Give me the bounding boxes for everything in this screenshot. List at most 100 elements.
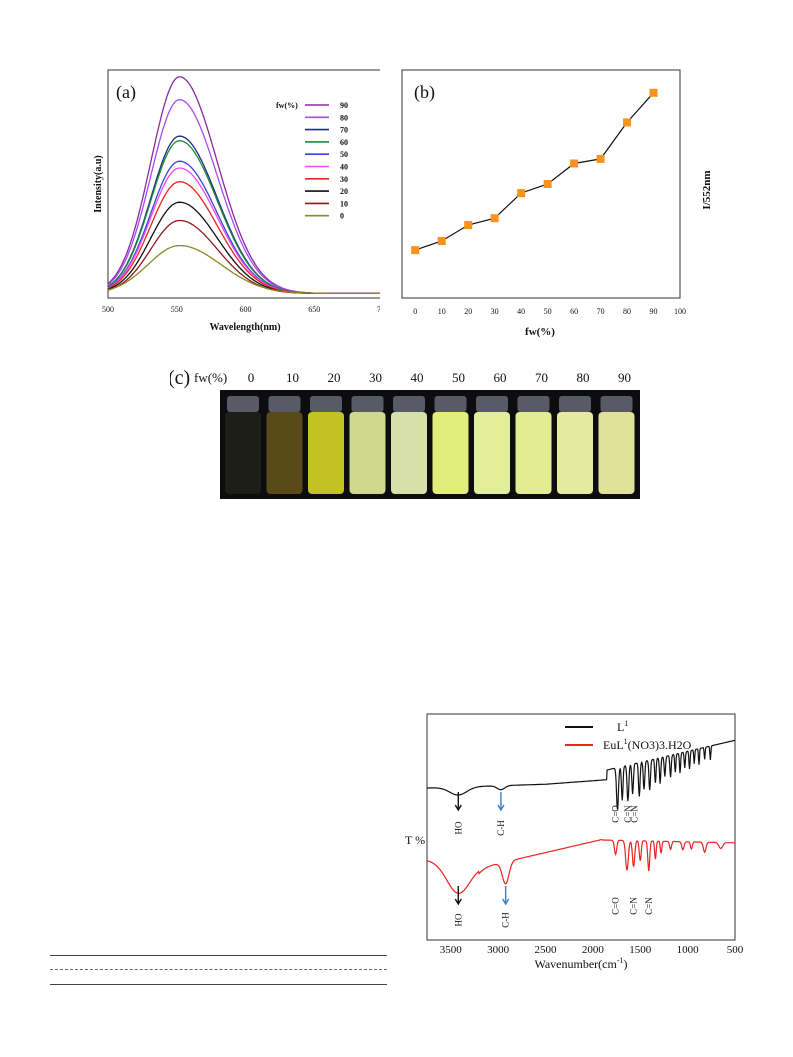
- ann-top-label-0: HO: [453, 821, 463, 834]
- ann-bottom-label-2: C=O: [611, 897, 621, 915]
- x-axis-label-d: Wavenumber(cm-1): [534, 956, 627, 971]
- data-line-b: [415, 92, 654, 251]
- data-point-20: [464, 221, 473, 230]
- x-tick-d-1500: 1500: [629, 944, 652, 956]
- vial-90: [598, 412, 635, 494]
- legend-a: 90 80 70 60 50 40 30 20 10 0: [305, 101, 348, 221]
- x-tick-b-20: 20: [464, 307, 472, 316]
- spectra-curves: [107, 76, 380, 295]
- ir-curves: [426, 739, 736, 894]
- x-tick-b-0: 0: [413, 307, 417, 316]
- vial-label-90: 90: [618, 370, 631, 385]
- vial-20: [308, 412, 344, 494]
- vial-label-60: 60: [494, 370, 507, 385]
- vial-cap-50: [434, 396, 467, 412]
- y-axis-label-d: T %: [405, 833, 425, 847]
- ann-top-arrowhead-0: [454, 804, 462, 812]
- data-point-30: [490, 214, 499, 223]
- vial-label-10: 10: [286, 370, 299, 385]
- legend-label-40: 40: [340, 163, 348, 172]
- x-tick-a-600: 600: [240, 305, 252, 314]
- ann-top-label-3: C=N: [623, 805, 633, 823]
- data-point-10: [437, 237, 446, 245]
- y-axis-label-a: Intensity(a.u): [93, 155, 104, 213]
- legend-label-d-0: L1: [617, 719, 628, 734]
- vial-0: [225, 412, 261, 494]
- table-rules: [50, 955, 387, 998]
- x-tick-labels-d: 3500 3000 2500 2000 1500 1000 500: [440, 944, 744, 956]
- vial-cap-40: [393, 396, 425, 412]
- data-point-90: [649, 88, 658, 97]
- legend-label-d-1: EuL1(NO3)3.H2O: [603, 737, 692, 752]
- ann-top-arrowhead-1: [497, 804, 505, 812]
- x-tick-b-60: 60: [570, 307, 578, 316]
- x-axis-label-b: fw(%): [525, 326, 555, 338]
- ir-line-ligand: [427, 739, 736, 810]
- x-tick-b-40: 40: [517, 307, 525, 316]
- vial-70: [515, 412, 552, 494]
- legend-label-80: 80: [340, 113, 348, 122]
- vial-cap-30: [351, 396, 384, 412]
- vial-cap-10: [268, 396, 301, 412]
- vial-cap-60: [476, 396, 508, 412]
- vial-30: [349, 412, 386, 494]
- x-tick-b-80: 80: [623, 307, 631, 316]
- x-tick-d-500: 500: [727, 944, 744, 956]
- legend-label-60: 60: [340, 138, 348, 147]
- plot-frame-d: [426, 713, 736, 941]
- ann-bottom-label-4: C=N: [644, 897, 654, 915]
- legend-label-90: 90: [340, 101, 348, 110]
- legend-d: L1 EuL1(NO3)3.H2O: [565, 719, 692, 752]
- x-tick-a-700: 700: [377, 305, 380, 314]
- table-rule-bottom: [50, 984, 387, 985]
- vial-label-80: 80: [577, 370, 590, 385]
- table-rule-top: [50, 955, 387, 956]
- ann-bottom-arrowhead-1: [502, 898, 510, 906]
- vial-80: [557, 412, 593, 494]
- ann-bottom-label-1: C-H: [501, 912, 511, 928]
- x-tick-b-100: 100: [674, 307, 686, 316]
- vial-cap-0: [227, 396, 259, 412]
- vial-cap-20: [310, 396, 342, 412]
- vial-cap-80: [559, 396, 591, 412]
- x-tick-labels-a: 500 550 600 650 700: [102, 305, 380, 314]
- x-tick-a-500: 500: [102, 305, 114, 314]
- vial-40: [391, 412, 427, 494]
- ann-bottom-label-0: HO: [453, 913, 463, 926]
- x-tick-d-2000: 2000: [582, 944, 605, 956]
- vial-label-50: 50: [452, 370, 465, 385]
- vial-10: [266, 412, 303, 494]
- panel-label-c: (c): [170, 367, 190, 389]
- legend-label-30: 30: [340, 175, 348, 184]
- data-point-0: [411, 246, 420, 255]
- vial-cap-90: [600, 396, 633, 412]
- emission-spectra-chart: (a) 500550600650700 Wavelength(nm) Inten…: [93, 69, 380, 333]
- x-tick-d-3500: 3500: [440, 944, 463, 956]
- vial-cap-70: [517, 396, 550, 412]
- data-markers-b: [411, 88, 658, 255]
- data-point-50: [543, 180, 552, 188]
- fw-header-c: fw(%): [194, 370, 227, 385]
- y-axis-label-b: I/552nm: [701, 170, 713, 209]
- panel-label-b: (b): [414, 82, 435, 103]
- ir-line-complex: [426, 838, 735, 894]
- plot-frame-a: [107, 69, 380, 299]
- vial-label-30: 30: [369, 370, 382, 385]
- data-point-70: [596, 154, 605, 163]
- vials: [225, 396, 635, 494]
- table-rule-mid: [50, 969, 387, 971]
- x-tick-a-650: 650: [308, 305, 320, 314]
- ann-top-label-4: C=N: [630, 805, 640, 823]
- data-point-40: [517, 189, 526, 198]
- x-tick-b-70: 70: [597, 307, 605, 316]
- legend-label-10: 10: [340, 199, 348, 208]
- ann-top-label-1: C-H: [496, 820, 506, 836]
- vial-label-40: 40: [411, 370, 424, 385]
- legend-label-0: 0: [340, 212, 344, 221]
- data-line: [415, 92, 654, 251]
- panel-label-a: (a): [116, 82, 136, 103]
- legend-label-20: 20: [340, 187, 348, 196]
- ann-bottom-arrowhead-0: [454, 898, 462, 906]
- x-tick-a-550: 550: [171, 305, 183, 314]
- legend-label-50: 50: [340, 150, 348, 159]
